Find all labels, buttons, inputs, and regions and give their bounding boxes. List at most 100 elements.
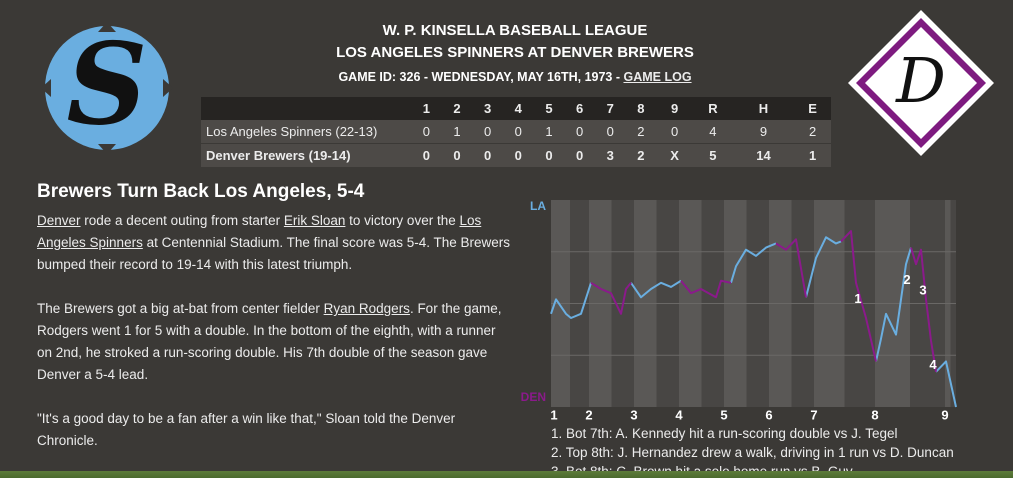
score-cell: 14	[732, 143, 795, 167]
chart-note: 2. Top 8th: J. Hernandez drew a walk, dr…	[551, 445, 954, 460]
team-row: Denver Brewers (19-14) 0 0 0 0 0 0 3 2 X 5 14 1	[201, 143, 831, 167]
x-tick-label: 6	[765, 407, 772, 422]
score-cell: 1	[441, 120, 473, 144]
column-header: 9	[656, 97, 693, 120]
text: "It's a good day to be a fan after a win…	[37, 411, 456, 448]
team-name: Denver Brewers (19-14)	[201, 143, 411, 167]
text: to victory over the	[345, 213, 460, 228]
paragraph: The Brewers got a big at-bat from center…	[37, 298, 512, 386]
annotation: 4	[929, 357, 937, 372]
column-header: 7	[594, 97, 626, 120]
win-probability-line	[775, 238, 807, 298]
column-header: R	[693, 97, 733, 120]
win-probability-line	[910, 247, 937, 372]
x-tick-label: 3	[630, 407, 637, 422]
column-header: H	[732, 97, 795, 120]
score-cell: 0	[472, 120, 503, 144]
logo-notch	[98, 144, 116, 154]
score-cell: 4	[693, 120, 733, 144]
score-cell: 0	[564, 143, 595, 167]
score-cell: 0	[441, 143, 473, 167]
win-probability-line	[840, 230, 877, 362]
x-tick-label: 8	[871, 407, 878, 422]
x-tick-label: 1	[550, 407, 557, 422]
win-probability-line	[805, 236, 842, 298]
column-header: 4	[502, 97, 534, 120]
score-cell: 2	[794, 120, 831, 144]
win-probability-line	[935, 360, 957, 408]
y-tick-label: LA	[530, 199, 546, 213]
headline: Brewers Turn Back Los Angeles, 5-4	[37, 181, 365, 202]
link[interactable]: Los Angeles Spinners	[37, 213, 482, 250]
score-cell: 3	[594, 143, 626, 167]
away-logo	[45, 26, 169, 150]
column-header: 3	[472, 97, 503, 120]
score-cell: 0	[533, 143, 565, 167]
score-cell: 5	[693, 143, 733, 167]
text: rode a decent outing from starter	[80, 213, 284, 228]
win-probability-line	[680, 279, 732, 299]
game-log-link[interactable]: GAME LOG	[623, 70, 692, 84]
link[interactable]: Denver	[37, 213, 81, 228]
chart-notes: 1. Bot 7th: A. Kennedy hit a run-scoring…	[551, 424, 954, 478]
y-tick-label: DEN	[521, 390, 546, 404]
game-info: GAME ID: 326 - WEDNESDAY, MAY 16TH, 1973…	[200, 70, 830, 84]
logo-notch	[41, 79, 51, 97]
score-cell: 2	[625, 120, 657, 144]
x-tick-label: 9	[941, 407, 948, 422]
column-header: 8	[625, 97, 657, 120]
win-probability-line	[590, 281, 632, 315]
score-cell: 1	[794, 143, 831, 167]
team-header	[201, 97, 411, 120]
score-cell: 0	[472, 143, 503, 167]
score-cell: 0	[656, 120, 693, 144]
win-probability-line	[630, 279, 682, 299]
column-header: E	[794, 97, 831, 120]
annotation: 1	[854, 291, 861, 306]
score-cell: 0	[411, 120, 442, 144]
x-tick-label: 7	[810, 407, 817, 422]
home-logo-letter: D	[895, 44, 946, 117]
score-cell: 0	[502, 143, 534, 167]
footer-strip	[0, 471, 1013, 478]
text: The Brewers got a big at-bat from center…	[37, 301, 324, 316]
score-cell: 1	[533, 120, 565, 144]
text: . For the game, Rodgers went 1 for 5 wit…	[37, 301, 502, 382]
chart-note: 1. Bot 7th: A. Kennedy hit a run-scoring…	[551, 426, 898, 441]
game-info-text: GAME ID: 326 - WEDNESDAY, MAY 16TH, 1973…	[338, 70, 624, 84]
away-logo-letter: S	[67, 19, 148, 150]
x-tick-label: 5	[720, 407, 727, 422]
win-probability-line	[730, 242, 777, 284]
box-score: 1 2 3 4 5 6 7 8 9 R H E Los Angeles Spinners (22-13)…	[201, 97, 831, 167]
score-cell: X	[656, 143, 693, 167]
paragraph: Denver rode a decent outing from starter…	[37, 210, 512, 276]
annotation: 2	[903, 272, 910, 287]
win-probability-line	[550, 282, 592, 319]
matchup-title: LOS ANGELES SPINNERS AT DENVER BREWERS	[336, 44, 694, 61]
column-header: 1	[411, 97, 442, 120]
paragraph: "It's a good day to be a fan after a win…	[37, 408, 512, 452]
annotation: 3	[919, 283, 926, 298]
link[interactable]: Erik Sloan	[283, 213, 346, 228]
team-name: Los Angeles Spinners (22-13)	[201, 120, 411, 144]
column-header: 6	[564, 97, 595, 120]
column-header: 2	[441, 97, 473, 120]
logo-notch	[163, 79, 173, 97]
home-logo-inner	[865, 27, 977, 139]
team-row: Los Angeles Spinners (22-13) 0 1 0 0 1 0 0 2 0 4 9 2	[201, 120, 831, 144]
win-probability-line	[875, 247, 912, 362]
score-cell: 2	[625, 143, 657, 167]
link[interactable]: Ryan Rodgers	[323, 301, 410, 316]
logo-notch	[98, 22, 116, 32]
score-cell: 0	[502, 120, 534, 144]
column-header: 5	[533, 97, 565, 120]
score-cell: 9	[732, 120, 795, 144]
text: at Centennial Stadium. The final score w…	[37, 235, 511, 272]
score-cell: 0	[411, 143, 442, 167]
x-tick-label: 2	[585, 407, 592, 422]
score-cell: 0	[564, 120, 595, 144]
